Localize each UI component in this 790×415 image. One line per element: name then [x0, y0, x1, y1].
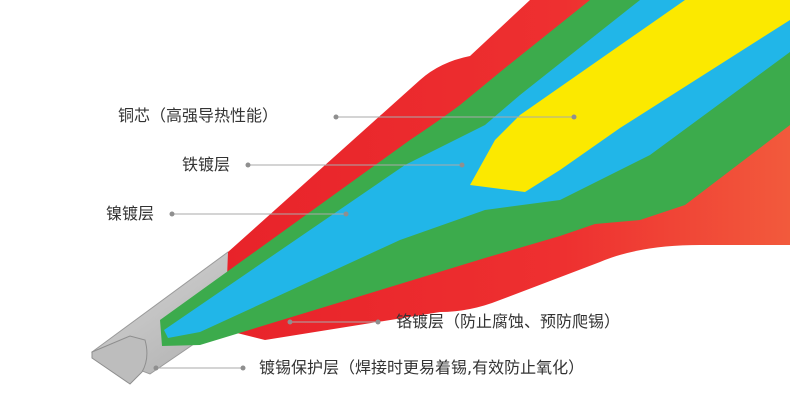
- copper-core: [470, 0, 790, 192]
- label-copper-core: 铜芯（高强导热性能）: [118, 106, 279, 125]
- tin-tip-face: [91, 335, 148, 385]
- leader-dot-chrome-end: [375, 319, 381, 325]
- label-iron-plating: 铁镀层: [182, 155, 231, 174]
- leader-dot-copper-end: [333, 114, 339, 120]
- leader-dot-iron: [459, 162, 465, 168]
- leader-dot-copper: [571, 114, 577, 120]
- leader-dot-nickel-end: [169, 211, 175, 217]
- label-nickel-plating: 镍镀层: [106, 204, 155, 223]
- leader-dot-tin: [153, 365, 159, 371]
- label-tin-plating: 镀锡保护层（焊接时更易着锡,有效防止氧化）: [259, 358, 585, 377]
- label-chrome-plating: 铬镀层（防止腐蚀、预防爬锡）: [396, 312, 621, 331]
- leader-dot-chrome: [287, 319, 293, 325]
- leader-dot-tin-end: [240, 365, 246, 371]
- leader-dot-nickel: [343, 211, 349, 217]
- leader-dot-iron-end: [245, 162, 251, 168]
